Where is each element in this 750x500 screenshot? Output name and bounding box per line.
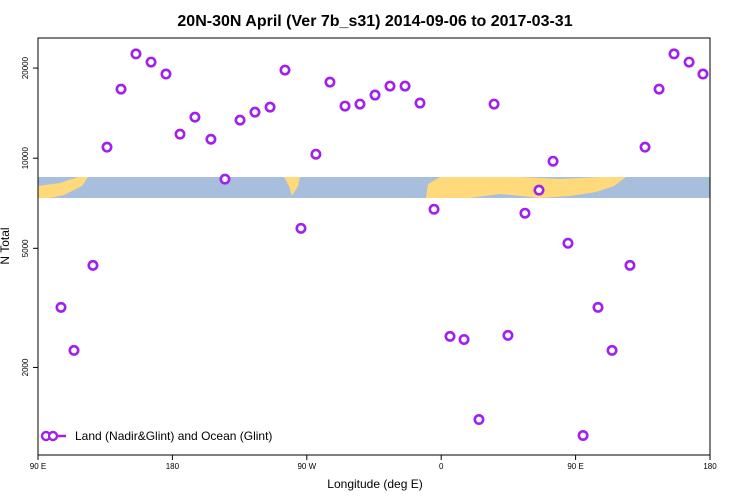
point [399,80,411,92]
x-tick-label: 180 [703,462,717,471]
point [174,128,186,140]
point [249,106,261,118]
x-tick-label: 0 [439,462,444,471]
map-strip [38,177,710,198]
point [354,98,366,110]
point [697,68,709,80]
x-axis-label: Longitude (deg E) [327,477,422,491]
point [279,64,291,76]
point [324,76,336,88]
point [55,301,67,313]
point [295,222,307,234]
point [87,259,99,271]
point [414,97,426,109]
point [488,98,500,110]
point [547,155,559,167]
point [264,101,276,113]
point [533,184,545,196]
x-tick-label: 90 E [567,462,583,471]
point [234,114,246,126]
point [369,89,381,101]
plot-frame [37,37,711,456]
point [310,148,322,160]
point [606,344,618,356]
x-tick-label: 90 E [30,462,46,471]
point [115,83,127,95]
point [205,133,217,145]
y-tick-label: 2000 [21,358,30,376]
chart-title: 20N-30N April (Ver 7b_s31) 2014-09-06 to… [177,13,572,30]
point [428,203,440,215]
point [592,301,604,313]
point [130,48,142,60]
point [444,330,456,342]
point [145,56,157,68]
point [502,329,514,341]
y-axis-label: N Total [0,227,12,264]
point [577,430,589,442]
point [68,344,80,356]
point [458,333,470,345]
point [562,237,574,249]
point [639,141,651,153]
point [339,100,351,112]
point [668,48,680,60]
y-tick-label: 20000 [21,56,30,79]
point [160,68,172,80]
point [219,173,231,185]
point [101,141,113,153]
point [384,80,396,92]
legend-label: Land (Nadir&Glint) and Ocean (Glint) [75,429,272,443]
y-tick-label: 10000 [21,147,30,170]
point [519,207,531,219]
point [189,111,201,123]
y-tick-label: 5000 [21,239,30,257]
point [624,259,636,271]
point [473,414,485,426]
x-tick-label: 180 [166,462,180,471]
point [653,83,665,95]
x-tick-label: 90 W [297,462,316,471]
legend-marker [47,430,59,442]
point [683,56,695,68]
